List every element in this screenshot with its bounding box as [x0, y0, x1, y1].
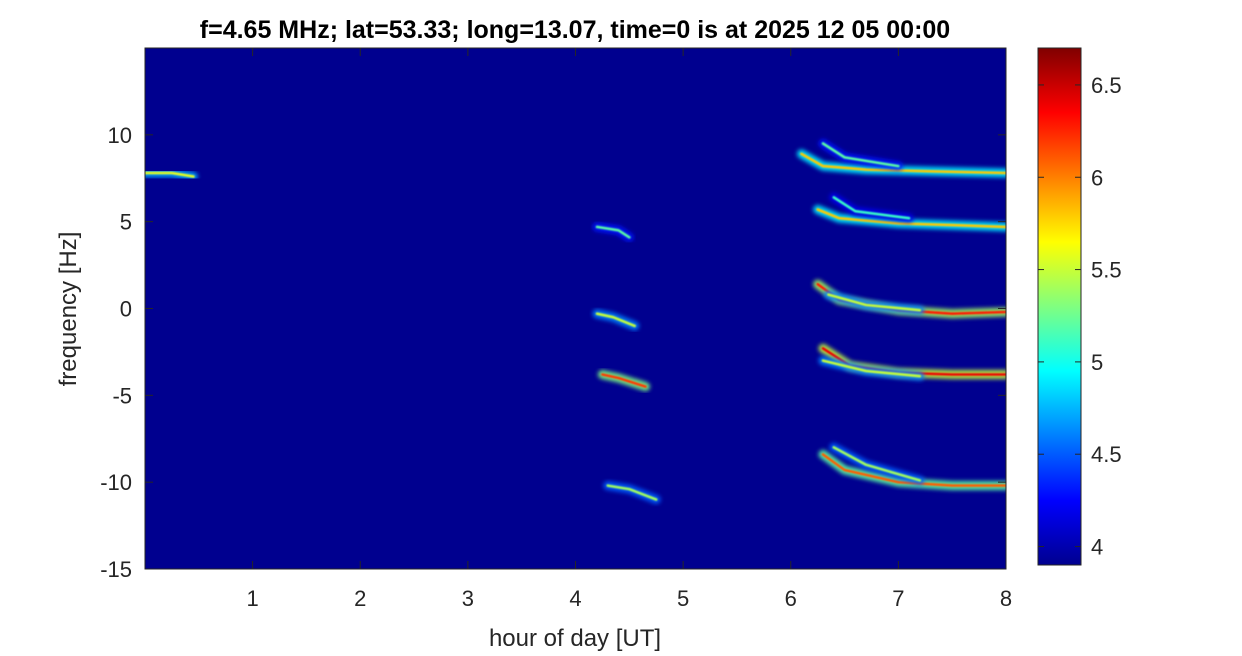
feature-trace-3: [595, 225, 631, 239]
y-tick-label: -10: [100, 470, 132, 495]
x-tick-label: 3: [462, 586, 474, 611]
feature-trace-14: [821, 359, 922, 378]
colorbar-tick-label: 6.5: [1091, 73, 1122, 98]
colorbar-ticks: 4 4.5 5 5.5 6 6.5: [1038, 73, 1122, 560]
y-tick-label: 10: [108, 123, 132, 148]
chart-title: f=4.65 MHz; lat=53.33; long=13.07, time=…: [200, 16, 950, 44]
feature-trace-16: [832, 446, 922, 482]
x-tick-label: 5: [677, 586, 689, 611]
colorbar-tick-label: 5: [1091, 350, 1103, 375]
feature-trace-15: [821, 453, 1006, 487]
y-tick-label: 0: [120, 297, 132, 322]
y-axis-label: frequency [Hz]: [55, 232, 82, 387]
colorbar-tick-label: 4: [1091, 535, 1103, 560]
colorbar-tick-label: 6: [1091, 165, 1103, 190]
plot-area: [144, 47, 1007, 570]
feature-trace-4: [595, 312, 637, 328]
y-tick-label: 5: [120, 210, 132, 235]
feature-trace-5: [601, 373, 647, 388]
colorbar-tick-label: 4.5: [1091, 442, 1122, 467]
feature-trace-0: [145, 171, 195, 178]
colorbar-tick-label: 5.5: [1091, 258, 1122, 283]
x-tick-label: 4: [569, 586, 581, 611]
feature-trace-10: [832, 196, 911, 220]
y-tick-label: -5: [112, 383, 132, 408]
x-axis-label: hour of day [UT]: [489, 625, 661, 652]
x-tick-label: 2: [354, 586, 366, 611]
x-tick-label: 7: [892, 586, 904, 611]
feature-trace-12: [827, 293, 922, 312]
spectral-features: [145, 139, 1006, 504]
feature-trace-8: [821, 142, 900, 168]
feature-trace-9: [816, 208, 1006, 229]
colorbar-gradient: [1037, 47, 1082, 566]
x-tick-label: 6: [785, 586, 797, 611]
x-tick-label: 1: [247, 586, 259, 611]
x-axis-ticks: 1 2 3 4 5 6 7 8: [247, 48, 1012, 611]
x-tick-label: 8: [1000, 586, 1012, 611]
colorbar: 4 4.5 5 5.5 6 6.5: [1037, 47, 1122, 566]
feature-trace-7: [800, 152, 1006, 175]
feature-trace-6: [606, 484, 658, 501]
y-axis-ticks: -15 -10 -5 0 5 10: [100, 123, 1006, 582]
y-tick-label: -15: [100, 557, 132, 582]
